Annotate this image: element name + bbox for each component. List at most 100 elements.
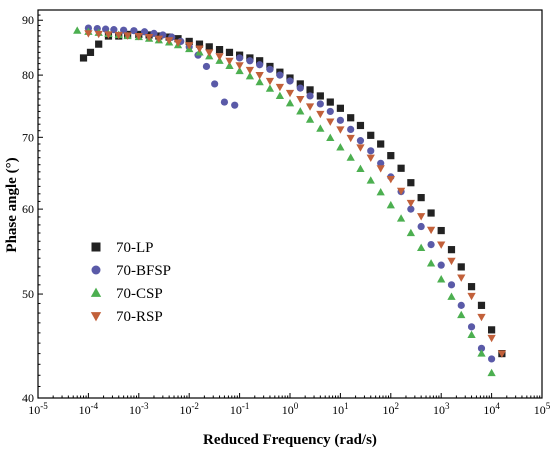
- legend-item: 70-CSP: [90, 286, 163, 302]
- data-point: [202, 62, 211, 71]
- data-point: [356, 137, 365, 145]
- data-point: [487, 334, 496, 343]
- data-point: [94, 30, 103, 39]
- data-point: [387, 152, 395, 160]
- data-point: [316, 110, 325, 119]
- legend-label: 70-BFSP: [116, 263, 171, 279]
- data-point: [417, 243, 426, 252]
- data-point: [286, 77, 294, 85]
- data-point: [205, 49, 214, 57]
- data-point: [276, 71, 284, 79]
- data-point: [417, 194, 425, 202]
- x-tick-label: 10-2: [179, 401, 199, 417]
- data-point: [467, 323, 476, 331]
- data-point: [488, 355, 496, 363]
- y-tick-label: 90: [22, 13, 34, 27]
- data-point: [386, 175, 395, 184]
- data-point: [215, 53, 224, 61]
- data-point: [426, 226, 436, 235]
- data-point: [488, 326, 496, 334]
- data-point: [347, 125, 355, 133]
- data-point: [377, 159, 385, 167]
- data-point: [457, 274, 466, 282]
- data-point: [236, 54, 244, 62]
- legend-marker: [91, 265, 101, 275]
- data-point: [316, 100, 324, 108]
- data-point: [255, 77, 264, 86]
- data-point: [104, 31, 113, 39]
- data-point: [256, 61, 264, 69]
- data-point: [427, 209, 435, 217]
- data-point: [447, 292, 456, 300]
- legend-item: 70-LP: [91, 240, 154, 256]
- data-point: [265, 77, 275, 86]
- data-point: [245, 71, 255, 80]
- data-point: [386, 200, 395, 209]
- data-point: [417, 222, 425, 231]
- data-point: [296, 95, 305, 104]
- data-point: [174, 35, 182, 43]
- data-point: [396, 187, 406, 196]
- data-point: [225, 48, 234, 56]
- data-point: [296, 80, 304, 88]
- series-70-BFSP: [84, 24, 496, 363]
- data-point: [407, 179, 415, 187]
- data-point: [235, 62, 244, 70]
- data-point: [336, 104, 344, 112]
- data-point: [102, 25, 110, 33]
- data-point: [406, 228, 415, 237]
- data-point: [154, 35, 163, 44]
- data-point: [406, 199, 415, 208]
- data-point: [285, 98, 295, 107]
- data-point: [397, 164, 405, 172]
- data-point: [185, 42, 194, 50]
- data-point: [437, 241, 446, 249]
- axis-ticks: 10-5 10-4 10-3 10-2 10-1 100 101 102 103 104 105 40…: [22, 9, 550, 417]
- x-tick-label: 10-4: [79, 401, 99, 417]
- data-point: [275, 83, 285, 92]
- data-point: [477, 301, 486, 309]
- data-point: [447, 246, 456, 254]
- data-point: [144, 34, 154, 42]
- data-point: [215, 46, 224, 54]
- data-point: [84, 30, 93, 38]
- data-point: [86, 48, 95, 56]
- x-tick-label: 101: [332, 401, 349, 417]
- data-point: [220, 98, 229, 106]
- plot-marks: [73, 24, 507, 377]
- y-axis-title: Phase angle (°): [4, 157, 20, 252]
- data-point: [306, 86, 314, 94]
- data-point: [326, 118, 335, 126]
- y-tick-label: 70: [22, 130, 34, 144]
- x-tick-label: 105: [534, 401, 550, 417]
- legend-label: 70-RSP: [116, 309, 163, 325]
- data-point: [376, 165, 385, 173]
- data-point: [467, 292, 476, 301]
- data-point: [79, 54, 88, 62]
- legend-marker: [90, 312, 102, 322]
- data-point: [326, 107, 334, 116]
- data-point: [457, 310, 466, 319]
- data-point: [457, 301, 465, 309]
- legend: 70-LP 70-BFSP 70-CSP 70-RSP: [90, 240, 171, 325]
- data-point: [417, 213, 426, 221]
- data-point: [114, 31, 123, 40]
- data-point: [211, 80, 219, 88]
- data-point: [140, 28, 149, 36]
- legend-label: 70-CSP: [116, 286, 163, 302]
- data-point: [346, 134, 355, 143]
- data-point: [366, 176, 375, 184]
- data-point: [336, 126, 345, 134]
- data-point: [477, 313, 486, 322]
- data-point: [447, 257, 456, 266]
- data-point: [231, 101, 239, 109]
- data-point: [73, 26, 82, 34]
- legend-label: 70-LP: [116, 240, 154, 256]
- x-tick-label: 10-3: [129, 401, 149, 417]
- data-point: [407, 205, 415, 213]
- legend-marker: [90, 287, 102, 297]
- y-tick-label: 80: [22, 68, 34, 82]
- data-point: [346, 153, 355, 161]
- data-point: [316, 92, 324, 100]
- data-point: [296, 84, 304, 92]
